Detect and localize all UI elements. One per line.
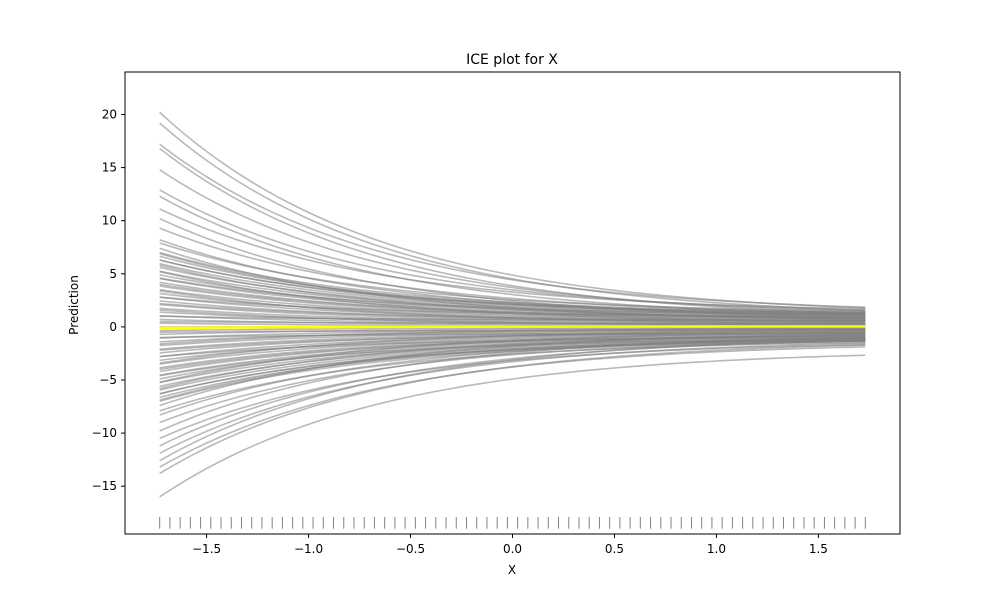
ice-line <box>159 315 866 322</box>
ice-line <box>159 208 866 310</box>
y-axis-ticks: −15 −10 −5 0 5 10 15 20 <box>92 107 125 493</box>
ice-line <box>159 333 866 407</box>
y-tick-label: 0 <box>109 320 117 334</box>
ice-line <box>159 242 866 313</box>
ice-line <box>159 122 866 312</box>
x-axis-label: X <box>508 563 516 577</box>
ice-line <box>159 337 866 416</box>
average-line <box>159 325 866 330</box>
ice-line <box>159 259 866 314</box>
ice-line <box>159 320 866 325</box>
ice-line <box>159 354 866 498</box>
x-tick-label: −0.5 <box>396 542 425 556</box>
ice-line <box>159 340 866 447</box>
ice-line <box>159 344 866 475</box>
ice-band-line <box>159 333 866 365</box>
ice-line <box>159 296 866 318</box>
x-tick-label: −1.5 <box>192 542 221 556</box>
y-tick-label: 15 <box>102 161 117 175</box>
ice-band-line <box>159 326 866 332</box>
ice-line <box>159 283 866 319</box>
ice-lines-group <box>159 111 866 498</box>
y-tick-label: 20 <box>102 107 117 121</box>
x-tick-label: 0.5 <box>605 542 624 556</box>
y-axis-label: Prediction <box>67 275 81 335</box>
ice-line <box>159 331 866 383</box>
x-tick-label: 1.0 <box>707 542 726 556</box>
average-line-group <box>159 325 866 330</box>
ice-line <box>159 277 866 316</box>
x-tick-label: 1.5 <box>809 542 828 556</box>
ice-line <box>159 329 866 364</box>
ice-line <box>159 327 866 345</box>
ice-band-line <box>159 288 866 321</box>
ice-line <box>159 227 866 314</box>
ice-line <box>159 217 866 319</box>
y-tick-label: −15 <box>92 479 117 493</box>
ice-line <box>159 342 866 454</box>
ice-line <box>159 336 866 432</box>
rug-marks-group <box>159 517 866 529</box>
ice-line <box>159 338 866 462</box>
x-axis-ticks: −1.5 −1.0 −0.5 0.0 0.5 1.0 1.5 <box>192 534 828 556</box>
y-tick-label: −5 <box>99 373 117 387</box>
y-tick-label: −10 <box>92 426 117 440</box>
y-tick-label: 10 <box>102 214 117 228</box>
chart-title: ICE plot for X <box>466 52 558 68</box>
ice-line <box>159 143 866 309</box>
y-tick-label: 5 <box>109 267 117 281</box>
x-tick-label: 0.0 <box>503 542 522 556</box>
x-tick-label: −1.0 <box>294 542 323 556</box>
